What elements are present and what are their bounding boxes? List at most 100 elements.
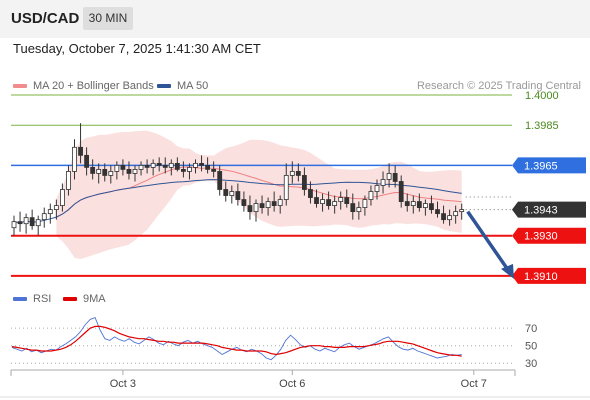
candle-body [392, 173, 398, 182]
candle [404, 193, 410, 212]
candle-body [168, 162, 174, 168]
candle [126, 161, 132, 180]
last-price-shape [512, 201, 586, 218]
candle [308, 181, 313, 204]
candle-body [320, 199, 325, 204]
candle [180, 161, 186, 178]
candle-body [435, 209, 440, 215]
candle [187, 163, 192, 180]
last-price-box: 1.3943 [512, 201, 586, 218]
candle-body [368, 191, 374, 200]
rsi-tick-70: 70 [525, 323, 537, 335]
candle [338, 191, 344, 210]
candle-body [102, 169, 108, 176]
candle [380, 171, 386, 194]
candle [11, 215, 17, 236]
legend-rsi-ma: 9MA [63, 293, 106, 305]
candle [374, 179, 380, 200]
candle-body [180, 169, 186, 172]
candle [23, 213, 29, 234]
candle-body [271, 201, 277, 206]
candle-body [289, 171, 295, 176]
candle [35, 215, 41, 236]
candle [217, 165, 223, 196]
candle-body [193, 162, 198, 168]
candle-body [66, 171, 71, 190]
candle-body [199, 162, 204, 166]
candle-body [60, 189, 65, 206]
candle [271, 191, 277, 212]
candle-body [459, 209, 465, 213]
candle-body [78, 146, 83, 156]
level-box-shape [512, 227, 586, 244]
candle-body [138, 164, 144, 170]
candle [277, 195, 283, 214]
candle [386, 163, 392, 188]
level-label-1.4000: 1.4000 [525, 90, 559, 102]
level-label-1.3965: 1.3965 [524, 160, 558, 172]
legend-rsi-ma-label: 9MA [83, 293, 106, 305]
candle-body [447, 215, 453, 221]
candle-body [96, 169, 102, 174]
candle-body [344, 197, 350, 204]
candle-body [53, 205, 59, 211]
candle [114, 161, 120, 180]
candle [289, 161, 295, 184]
candle [60, 183, 65, 212]
copyright: Research © 2025 Trading Central [416, 80, 581, 92]
chart-header: USD/CAD 30 MIN [0, 0, 590, 38]
candle [398, 175, 404, 208]
candle [429, 195, 434, 214]
level-box-shape [512, 267, 586, 284]
rsi-series-RSI [11, 317, 462, 361]
candle [435, 201, 440, 218]
candle-body [241, 199, 247, 206]
time-tick-label: Oct 7 [461, 378, 487, 390]
rsi-tick-30: 30 [525, 358, 537, 370]
candle [102, 163, 108, 182]
bollinger-band [56, 130, 462, 259]
candle [320, 193, 325, 212]
candle-body [247, 205, 253, 213]
last-price-label: 1.3943 [524, 205, 558, 217]
candle-body [120, 164, 126, 170]
legend-ma20-label: MA 20 + Bollinger Bands [33, 80, 154, 92]
ma20-swatch [13, 84, 27, 88]
candle [66, 165, 71, 196]
candle [47, 203, 53, 224]
candle-body [356, 207, 362, 213]
projection-arrow-head [501, 263, 514, 279]
candle-body [453, 211, 459, 217]
candle-body [422, 203, 428, 208]
candle-body [41, 213, 47, 221]
candle [17, 211, 23, 232]
level-box-1.3965: 1.3965 [512, 157, 586, 174]
legend-rsi: RSI [13, 293, 51, 305]
candle-body [404, 201, 410, 206]
candle [138, 161, 144, 176]
candle-body [17, 221, 23, 225]
candle [150, 159, 156, 176]
candle [211, 161, 217, 178]
candle [410, 195, 416, 214]
candle-body [441, 213, 446, 221]
timeframe-button[interactable]: 30 MIN [83, 7, 133, 30]
candle-body [174, 162, 180, 170]
candle [241, 191, 247, 212]
candle-body [308, 189, 313, 198]
candle [314, 189, 319, 208]
candle-body [350, 203, 356, 213]
candle-body [338, 197, 344, 202]
candle-body [301, 175, 307, 190]
candle-body [90, 167, 96, 174]
candle [162, 157, 168, 174]
candle [229, 185, 235, 204]
candle [301, 167, 307, 196]
candle-body [162, 164, 168, 168]
candle-body [283, 175, 289, 200]
candle-body [144, 164, 150, 168]
candle-body [217, 171, 223, 190]
time-tick-label: Oct 3 [110, 378, 136, 390]
candle-body [314, 197, 319, 204]
